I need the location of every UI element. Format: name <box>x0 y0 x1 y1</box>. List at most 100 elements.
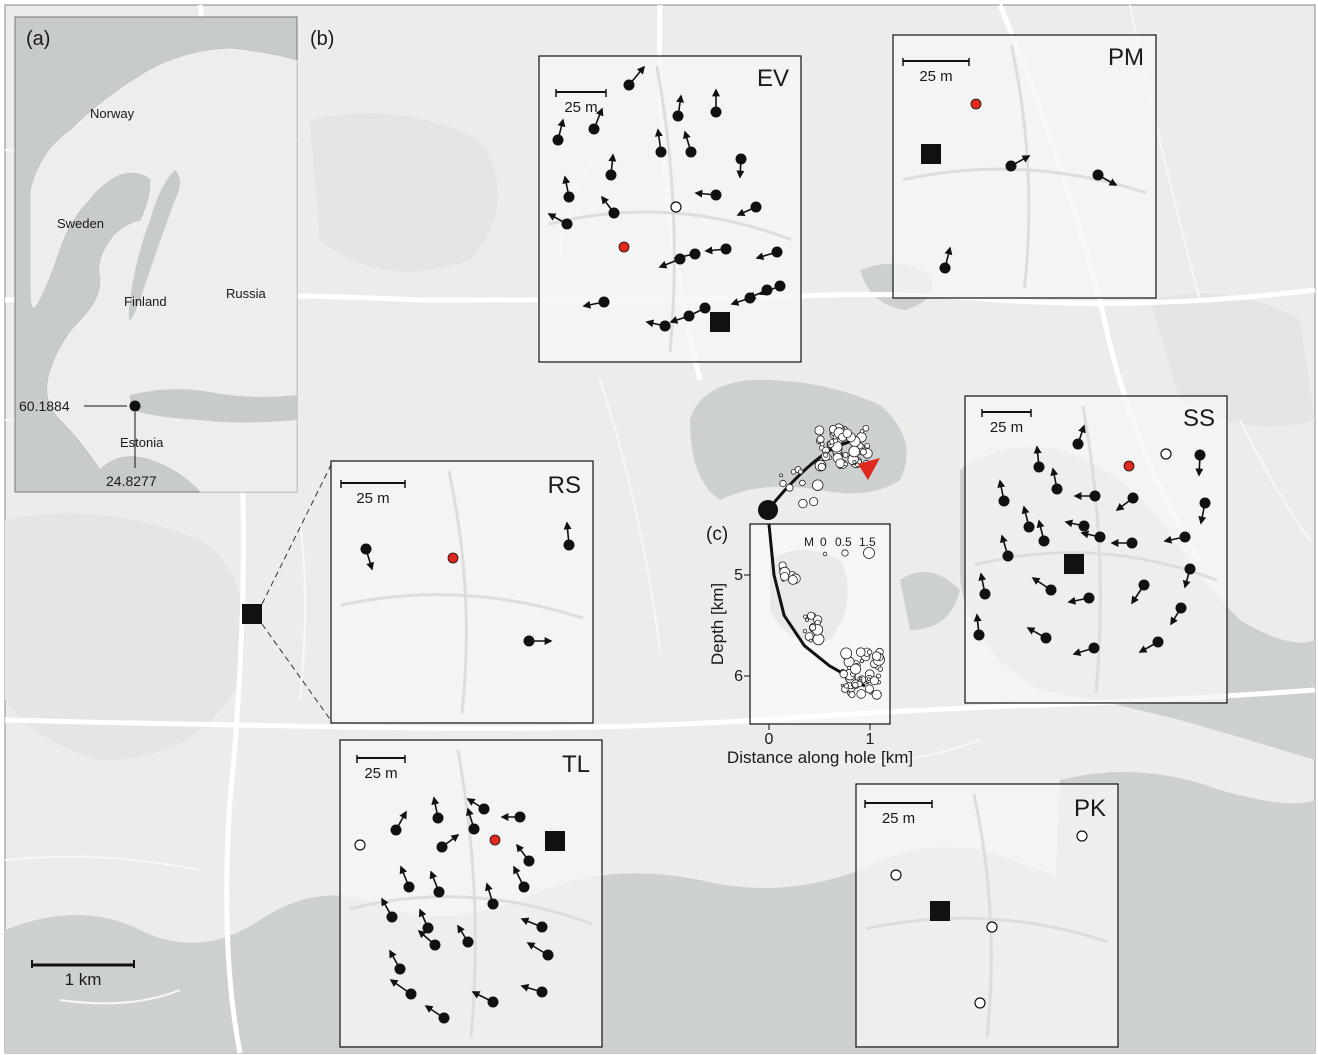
station-dot <box>683 310 695 322</box>
station-dot <box>386 911 398 923</box>
inset-streets <box>340 470 584 714</box>
event-circle <box>785 483 794 492</box>
depth-event-circle <box>809 624 817 632</box>
station-dot <box>563 539 575 551</box>
inset-streets <box>865 793 1109 1038</box>
inset-scale-label: 25 m <box>919 68 952 85</box>
open-station-dot <box>974 997 986 1009</box>
inset-scale-label: 25 m <box>990 419 1023 436</box>
open-station-dot <box>1076 830 1088 842</box>
country-finland: Finland <box>124 294 167 309</box>
inset-name-ss: SS <box>1183 405 1215 432</box>
inset-frame <box>855 783 1119 1048</box>
legend-title: M <box>804 535 814 549</box>
station-dot <box>672 110 684 122</box>
event-circle <box>797 469 804 475</box>
station-dot <box>436 841 448 853</box>
station-dot <box>536 921 548 933</box>
event-circle <box>823 452 829 458</box>
station-dot <box>623 79 635 91</box>
inset-leader-bottom <box>261 623 333 723</box>
station-dot <box>761 284 773 296</box>
depth-plot-area <box>744 524 885 730</box>
station-dot <box>1038 535 1050 547</box>
station-dot <box>1194 449 1206 461</box>
event-circle <box>812 479 824 491</box>
panel-label-a: (a) <box>26 28 50 50</box>
station-dot <box>1005 160 1017 172</box>
inset-scale-label: 25 m <box>364 765 397 782</box>
station-dot <box>1002 550 1014 562</box>
depth-event-circle <box>843 683 850 689</box>
station-dot <box>655 146 667 158</box>
site-square <box>921 144 941 164</box>
depth-event-circle <box>803 614 808 619</box>
station-dot <box>536 986 548 998</box>
open-station-dot <box>1160 448 1172 460</box>
depth-event-circle <box>839 669 848 679</box>
station-dot <box>438 1012 450 1024</box>
depth-event-circle <box>802 628 808 634</box>
depth-event-circle <box>864 684 874 694</box>
depth-event-circle <box>840 647 853 660</box>
red-reference-dot <box>618 241 630 253</box>
event-circle <box>814 425 825 436</box>
station-dot <box>1078 520 1090 532</box>
panel-label-b: (b) <box>310 28 334 50</box>
inset-name-pm: PM <box>1108 44 1144 71</box>
station-insets: EV 25 m PM 25 m RS 25 m SS 25 m TL 25 m PK 25 m <box>330 34 1228 1048</box>
event-circle <box>862 424 870 432</box>
station-dot <box>1083 592 1095 604</box>
station-dot <box>1126 537 1138 549</box>
inset-ev: EV 25 m <box>538 55 802 363</box>
site-square <box>710 312 730 332</box>
station-dot <box>1184 563 1196 575</box>
depth-section-panel: (c) 5 6 0 1 Distance along hole [km] Dep… <box>706 523 913 767</box>
event-circle <box>835 458 845 469</box>
event-circle <box>859 448 867 456</box>
open-station-dot <box>986 921 998 933</box>
hole-trajectory-line <box>767 524 866 688</box>
station-dot <box>605 169 617 181</box>
x-axis-label: Distance along hole [km] <box>727 748 913 767</box>
station-dot <box>1023 521 1035 533</box>
depth-event-circle <box>808 638 813 643</box>
station-dot <box>563 191 575 203</box>
depth-event-circle <box>788 575 798 585</box>
red-reference-dot <box>489 834 501 846</box>
station-dot <box>468 823 480 835</box>
depth-event-circle <box>871 689 882 700</box>
country-estonia: Estonia <box>120 435 164 450</box>
x-tick-label-1: 1 <box>866 731 875 748</box>
station-dot <box>1179 531 1191 543</box>
station-dot <box>478 803 490 815</box>
station-dot <box>771 246 783 258</box>
inset-ss: SS 25 m <box>964 395 1228 704</box>
overview-map: (a) Norway Sweden Finland Russia Estonia… <box>14 16 298 493</box>
borehole-path <box>758 423 880 520</box>
event-circle <box>798 498 808 509</box>
inset-frame <box>330 460 594 724</box>
legend-value-05: 0.5 <box>835 535 852 549</box>
event-circle <box>819 441 825 447</box>
event-circle <box>779 473 783 478</box>
red-reference-dot <box>447 552 459 564</box>
depth-event-circle <box>871 651 882 661</box>
station-dot <box>1138 579 1150 591</box>
inset-frame <box>339 739 603 1048</box>
inset-name-rs: RS <box>548 472 581 499</box>
latitude-label: 60.1884 <box>19 398 70 414</box>
station-dot <box>998 495 1010 507</box>
station-dot <box>523 855 535 867</box>
depth-event-circle <box>860 659 865 664</box>
legend-circle-large <box>863 547 875 559</box>
station-dot <box>735 153 747 165</box>
station-dot <box>1045 584 1057 596</box>
inset-name-ev: EV <box>757 65 789 92</box>
event-circle <box>790 469 797 475</box>
depth-event-circle <box>855 647 866 657</box>
rs-site-marker <box>242 604 262 624</box>
station-dot <box>979 588 991 600</box>
y-tick-label-6: 6 <box>734 668 743 685</box>
